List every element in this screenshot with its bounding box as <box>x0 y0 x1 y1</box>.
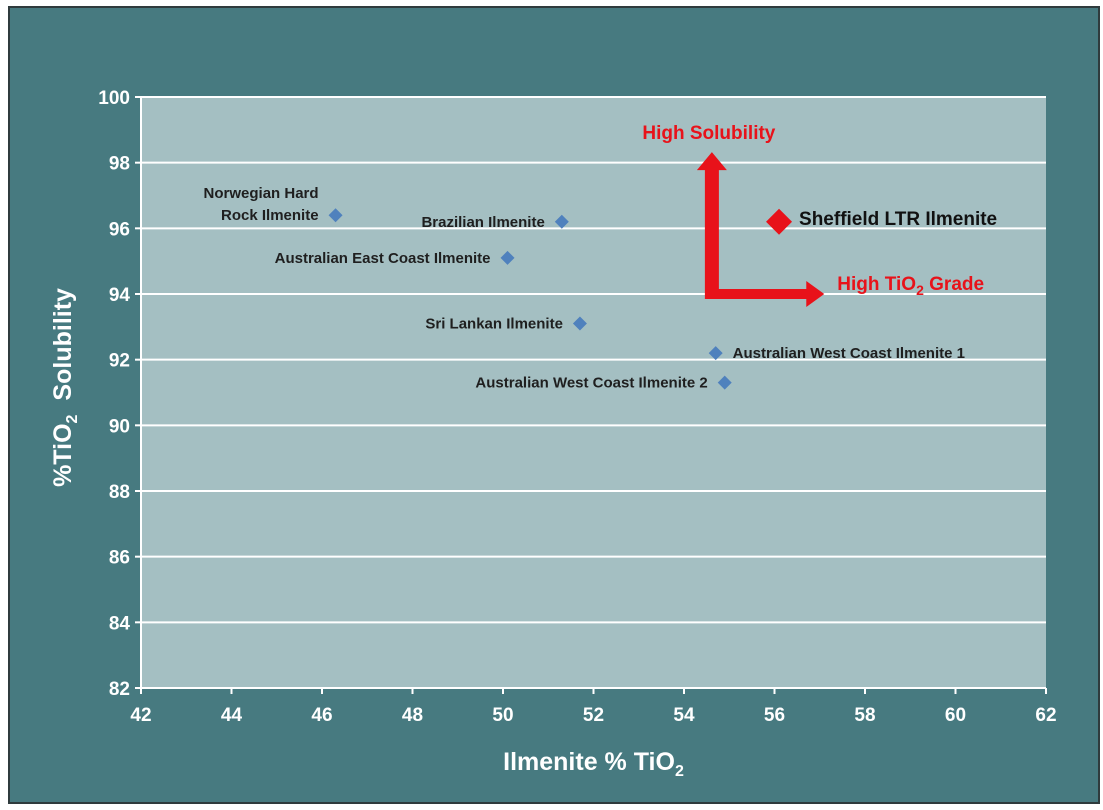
data-point-3 <box>572 316 587 331</box>
y-tick-label-92: 92 <box>109 351 130 372</box>
y-tick-label-90: 90 <box>109 416 130 437</box>
data-point-6 <box>766 208 793 235</box>
y-axis-title-text: %TiO <box>49 423 77 486</box>
data-point-4 <box>708 346 723 361</box>
y-tick-label-96: 96 <box>109 219 130 240</box>
data-point-0 <box>328 208 343 223</box>
x-tick-label-44: 44 <box>221 705 243 726</box>
data-label-6-0: Sheffield LTR Ilmenite <box>799 209 997 230</box>
high-grade-label-suffix: Grade <box>924 274 984 295</box>
x-tick-label-62: 62 <box>1035 705 1056 726</box>
plot-area <box>141 97 1046 688</box>
x-axis-title-text: Ilmenite % TiO <box>503 748 675 776</box>
y-axis-title: %TiO2 Solubility <box>49 288 81 487</box>
x-tick-label-48: 48 <box>402 705 423 726</box>
x-tick-label-54: 54 <box>673 705 695 726</box>
data-label-3-0: Sri Lankan Ilmenite <box>425 316 563 333</box>
y-tick-label-94: 94 <box>109 285 131 306</box>
x-tick-label-56: 56 <box>764 705 785 726</box>
data-point-5 <box>717 375 732 390</box>
data-point-2 <box>500 250 515 265</box>
x-axis-title-subscript: 2 <box>675 763 684 780</box>
point-labels: Norwegian Hard Rock Ilmenite Brazilian Ilm… <box>204 185 998 391</box>
high-grade-label-subscript: 2 <box>916 282 924 298</box>
x-tick-label-46: 46 <box>311 705 332 726</box>
x-axis-title: Ilmenite % TiO2 <box>503 748 684 780</box>
gridlines <box>141 96 1046 624</box>
x-tick-label-50: 50 <box>492 705 513 726</box>
x-tick-label-52: 52 <box>583 705 604 726</box>
data-label-1-0: Brazilian Ilmenite <box>421 214 544 231</box>
annotation-arrows <box>696 152 825 307</box>
data-label-4-0: Australian West Coast Ilmenite 1 <box>733 345 965 362</box>
x-tick-label-60: 60 <box>945 705 966 726</box>
y-tick-label-84: 84 <box>109 613 131 634</box>
data-label-5-0: Australian West Coast Ilmenite 2 <box>475 375 707 392</box>
y-tick-label-88: 88 <box>109 482 130 503</box>
x-tick-label-58: 58 <box>854 705 875 726</box>
y-axis-title-subscript: 2 <box>64 414 81 423</box>
y-tick-label-98: 98 <box>109 154 130 175</box>
y-tick-label-82: 82 <box>109 679 130 700</box>
data-points <box>328 208 793 390</box>
x-tick-label-42: 42 <box>130 705 151 726</box>
data-label-0-0: Norwegian Hard <box>204 185 319 202</box>
data-point-1 <box>554 214 569 229</box>
l-shaped-arrow <box>696 152 825 307</box>
data-label-2-0: Australian East Coast Ilmenite <box>275 250 491 267</box>
data-label-0-1: Rock Ilmenite <box>221 207 319 224</box>
y-axis-title-suffix: Solubility <box>49 288 77 401</box>
y-tick-label-100: 100 <box>98 88 130 109</box>
high-solubility-label: High Solubility <box>642 123 775 144</box>
high-grade-label-text: High TiO <box>837 274 916 295</box>
axes <box>135 96 1047 694</box>
high-grade-label: High TiO2 Grade <box>837 274 984 298</box>
tick-labels: 42 44 46 48 50 52 54 56 58 60 62 82 84 86 88 90 92 94 96 98… <box>98 88 1056 726</box>
y-tick-label-86: 86 <box>109 548 130 569</box>
